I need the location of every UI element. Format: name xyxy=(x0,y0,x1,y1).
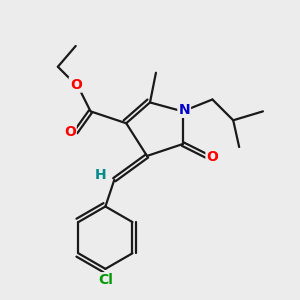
Text: Cl: Cl xyxy=(98,273,113,287)
Text: H: H xyxy=(95,168,107,182)
Text: O: O xyxy=(70,78,82,92)
Text: O: O xyxy=(206,150,218,164)
Text: O: O xyxy=(64,125,76,139)
Text: N: N xyxy=(178,103,190,117)
